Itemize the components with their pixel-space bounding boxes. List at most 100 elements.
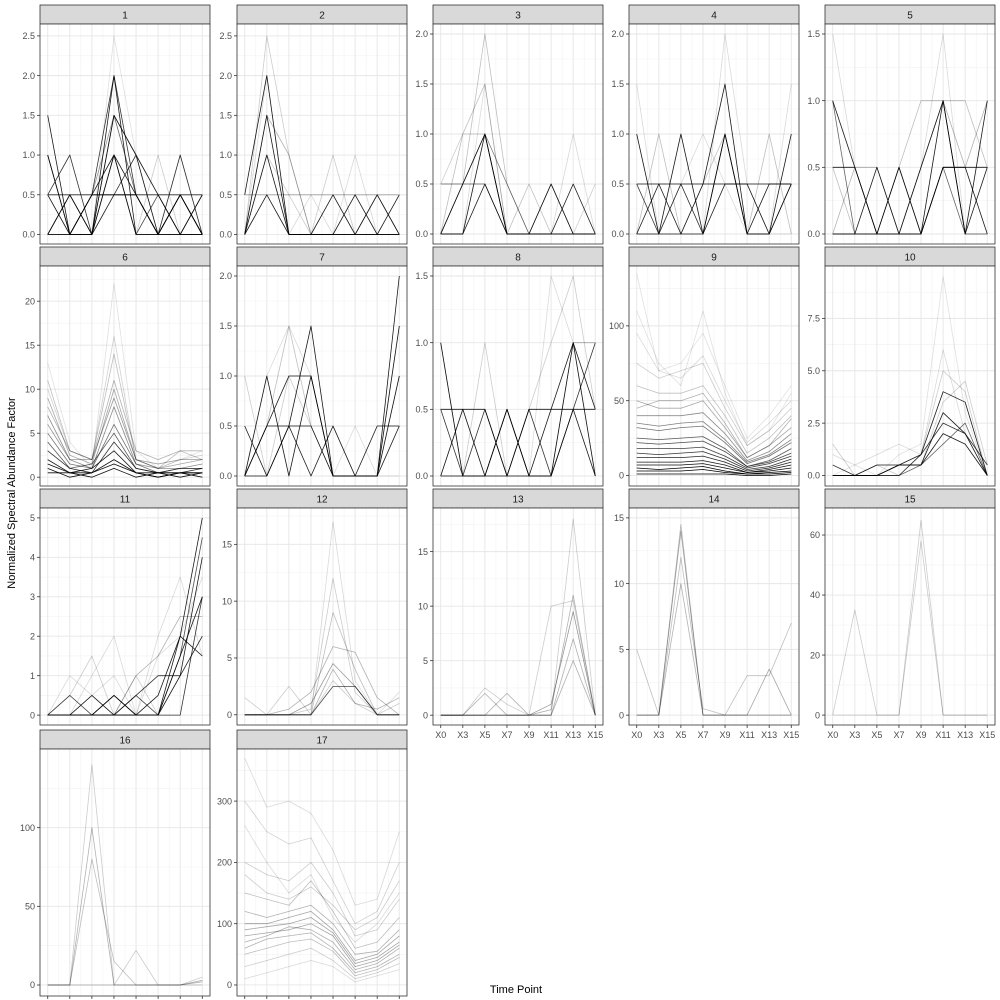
y-tick-label: 40	[810, 590, 820, 600]
series-line	[636, 310, 792, 447]
y-tick-label: 200	[217, 858, 232, 868]
facet-strip-label: 4	[711, 11, 717, 22]
series-line	[47, 576, 203, 716]
series-line	[636, 83, 792, 235]
y-tick-label: 100	[217, 919, 232, 929]
y-tick-label: 15	[418, 547, 428, 557]
series-line	[47, 114, 203, 235]
series-line	[636, 273, 792, 439]
y-tick-label: 10	[418, 601, 428, 611]
series-line	[636, 362, 792, 447]
series-line	[832, 519, 988, 716]
series-line	[47, 827, 203, 986]
panel-border	[432, 507, 604, 726]
panel-border	[824, 507, 996, 726]
y-axis-title: Normalized Spectral Abundance Factor	[6, 397, 18, 589]
x-tick-label: X3	[653, 730, 664, 740]
x-tick-label: X0	[631, 730, 642, 740]
series-line	[47, 635, 203, 716]
series-line	[440, 133, 596, 235]
facet-strip-label: 12	[316, 495, 328, 506]
y-tick-label: 0	[619, 710, 624, 720]
series-line	[244, 947, 400, 980]
series-line	[47, 467, 203, 478]
y-tick-label: 0.0	[807, 471, 820, 481]
facet-strip-label: 5	[907, 11, 913, 22]
y-tick-label: 0	[815, 710, 820, 720]
series-line	[244, 932, 400, 974]
y-tick-label: 15	[222, 540, 232, 550]
y-tick-label: 2.0	[219, 71, 232, 81]
y-tick-label: 1.0	[22, 150, 35, 160]
series-line	[636, 451, 792, 470]
series-line	[244, 938, 400, 977]
y-tick-label: 0.0	[415, 471, 428, 481]
y-tick-label: 7.5	[807, 314, 820, 324]
y-tick-label: 15	[614, 513, 624, 523]
series-line	[244, 325, 400, 477]
series-line	[47, 397, 203, 465]
series-line	[636, 556, 792, 716]
series-line	[440, 183, 596, 235]
y-tick-label: 0	[227, 980, 232, 990]
series-line	[636, 412, 792, 462]
series-line	[47, 979, 203, 986]
x-tick-label: X11	[935, 730, 950, 740]
y-tick-label: 300	[217, 796, 232, 806]
facet-strip-label: 16	[119, 736, 131, 747]
y-tick-label: 1.0	[611, 129, 624, 139]
series-line	[636, 466, 792, 475]
y-tick-label: 10	[222, 596, 232, 606]
series-line	[47, 858, 203, 986]
facet-panel-8: 8 0.0 0.5 1.0 1.5	[415, 246, 604, 487]
facet-panel-13: 13 0 5 10 15 X0 X3 X5 X7 X9 X11 X13 X15	[418, 488, 604, 740]
facet-strip-label: 8	[515, 253, 521, 264]
series-line	[636, 524, 792, 716]
panel-border	[824, 23, 996, 245]
panel-border	[39, 23, 211, 245]
y-tick-label: 50	[25, 902, 35, 912]
series-line	[636, 446, 792, 469]
series-line	[832, 276, 988, 476]
facet-panel-12: 12 0 5 10 15	[222, 488, 408, 726]
series-line	[47, 432, 203, 474]
series-line	[47, 335, 203, 469]
series-line	[244, 75, 400, 235]
y-tick-label: 0	[423, 710, 428, 720]
series-line	[47, 450, 203, 474]
series-line	[244, 668, 400, 716]
series-line	[636, 133, 792, 235]
y-tick-label: 1.5	[219, 111, 232, 121]
facet-panel-11: 11 0 1 2 3 4 5	[30, 488, 211, 726]
series-line	[47, 764, 203, 986]
series-line	[244, 926, 400, 970]
series-line	[244, 646, 400, 716]
y-tick-label: 10	[25, 384, 35, 394]
series-line	[244, 114, 400, 235]
series-line	[440, 83, 596, 235]
y-tick-label: 0	[227, 710, 232, 720]
y-tick-label: 1.0	[219, 371, 232, 381]
panel-border	[432, 265, 604, 487]
y-tick-label: 5	[30, 513, 35, 523]
panel-border	[628, 265, 800, 487]
panel-border	[39, 265, 211, 487]
facet-panel-7: 7 0.0 0.5 1.0 1.5 2.0	[219, 246, 408, 487]
series-line	[244, 904, 400, 955]
y-tick-label: 0.0	[807, 229, 820, 239]
series-line	[636, 333, 792, 444]
series-line	[47, 406, 203, 469]
y-tick-label: 1.5	[415, 79, 428, 89]
y-tick-label: 0.5	[22, 190, 35, 200]
facet-panel-17: 170100200300X0X3X5X7X9X11X13X15	[217, 729, 408, 999]
panel-border	[39, 507, 211, 726]
y-tick-label: 0.5	[611, 179, 624, 189]
facet-strip-label: 6	[122, 253, 128, 264]
y-tick-label: 2.0	[219, 271, 232, 281]
series-line	[244, 874, 400, 931]
y-tick-label: 15	[25, 340, 35, 350]
y-tick-label: 0	[30, 980, 35, 990]
y-tick-label: 100	[609, 321, 624, 331]
series-line	[440, 638, 596, 716]
